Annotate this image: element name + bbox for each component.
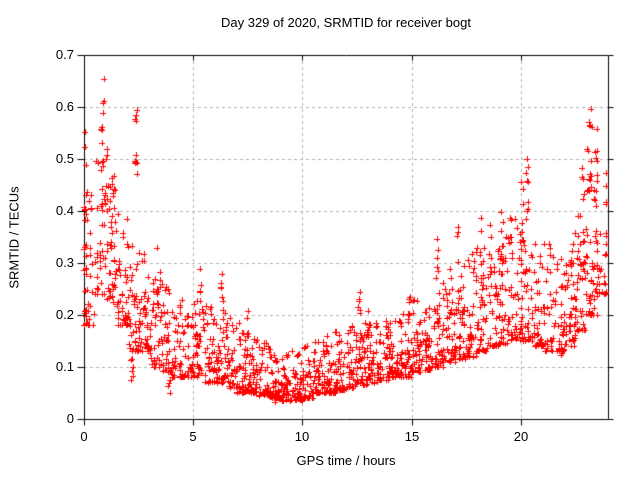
y-tick-label: 0.1: [55, 359, 74, 374]
x-tick-label: 10: [294, 429, 310, 444]
x-tick-label: 0: [80, 429, 88, 444]
x-tick-label: 15: [404, 429, 420, 444]
chart-title: Day 329 of 2020, SRMTID for receiver bog…: [220, 15, 471, 30]
y-tick-label: 0: [66, 411, 74, 426]
y-tick-label: 0.4: [55, 203, 74, 218]
y-axis-label: SRMTID / TECUs: [6, 186, 22, 289]
x-tick-label: 20: [513, 429, 529, 444]
y-tick-label: 0.5: [55, 151, 74, 166]
y-tick-label: 0.2: [55, 307, 74, 322]
y-tick-label: 0.7: [55, 47, 74, 62]
y-tick-label: 0.3: [55, 255, 74, 270]
x-axis-label: GPS time / hours: [296, 453, 396, 468]
y-tick-label: 0.6: [55, 99, 74, 114]
x-tick-label: 5: [189, 429, 197, 444]
